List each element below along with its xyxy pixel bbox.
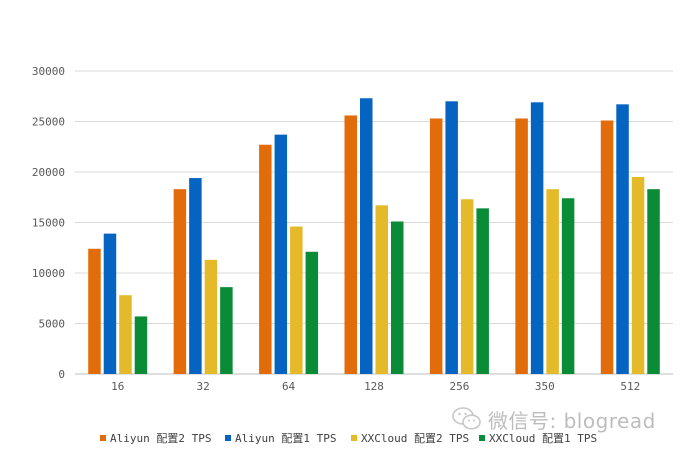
y-tick-label: 25000 xyxy=(32,116,65,129)
bar xyxy=(134,316,148,374)
watermark: 微信号: blogread xyxy=(452,404,656,434)
bar xyxy=(375,205,388,374)
bar xyxy=(274,134,288,374)
bar xyxy=(173,189,187,374)
y-tick-label: 10000 xyxy=(32,267,65,280)
bar xyxy=(546,189,559,374)
bar xyxy=(530,102,544,374)
y-tick-label: 15000 xyxy=(32,217,65,230)
watermark-text: 微信号: blogread xyxy=(488,408,656,433)
legend-label: XXCloud 配置2 TPS xyxy=(361,432,469,445)
bar xyxy=(647,189,660,374)
legend-label: Aliyun 配置2 TPS xyxy=(110,432,211,445)
x-tick-label: 64 xyxy=(282,380,296,393)
bar xyxy=(515,118,528,374)
legend-swatch xyxy=(351,435,357,441)
x-tick-label: 32 xyxy=(197,380,210,393)
bar xyxy=(600,120,614,375)
bar xyxy=(360,98,373,375)
x-axis-tick-labels: 16 32 64 128 256 350 512 xyxy=(111,380,640,393)
x-tick-label: 16 xyxy=(111,380,124,393)
x-tick-label: 350 xyxy=(535,380,555,393)
gridlines xyxy=(75,70,673,375)
y-tick-label: 5000 xyxy=(39,318,66,331)
bar xyxy=(88,248,101,374)
x-tick-label: 256 xyxy=(449,380,469,393)
y-tick-label: 20000 xyxy=(32,166,65,179)
legend-label: Aliyun 配置1 TPS xyxy=(235,432,336,445)
x-tick-label: 512 xyxy=(620,380,640,393)
bar xyxy=(460,199,474,374)
bar xyxy=(259,144,272,374)
x-tick-label: 128 xyxy=(364,380,384,393)
bar xyxy=(391,221,404,374)
bar xyxy=(305,251,319,374)
bar xyxy=(204,259,218,374)
bar xyxy=(561,198,575,374)
bar xyxy=(616,104,629,374)
bar xyxy=(189,178,202,374)
legend-label: XXCloud 配置1 TPS xyxy=(489,432,597,445)
bar xyxy=(344,115,357,374)
legend-swatch xyxy=(100,435,106,441)
bar xyxy=(429,118,443,374)
y-tick-label: 0 xyxy=(58,368,65,381)
bar xyxy=(476,208,489,374)
bar xyxy=(220,287,233,374)
bars xyxy=(88,98,660,375)
wechat-icon xyxy=(452,407,481,430)
legend-swatch xyxy=(479,435,485,441)
y-axis-tick-labels: 0 5000 10000 15000 20000 25000 30000 xyxy=(32,65,65,381)
bar xyxy=(119,295,132,374)
bar xyxy=(631,177,645,374)
legend: Aliyun 配置2 TPS Aliyun 配置1 TPS XXCloud 配置2 … xyxy=(100,432,597,445)
bar xyxy=(103,233,117,374)
y-tick-label: 30000 xyxy=(32,65,65,78)
legend-swatch xyxy=(225,435,231,441)
bar xyxy=(290,226,303,374)
bar xyxy=(445,101,458,375)
